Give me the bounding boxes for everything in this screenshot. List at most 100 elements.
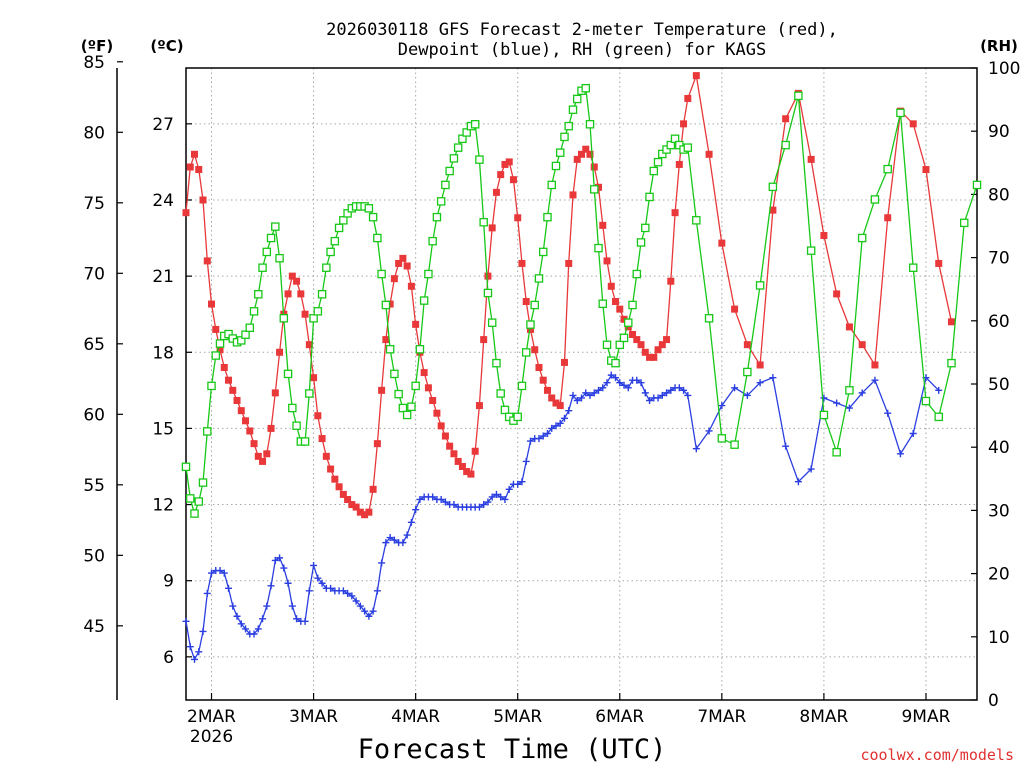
rh-point xyxy=(781,140,790,150)
dewpoint-point xyxy=(514,480,522,488)
temperature-point xyxy=(858,341,866,349)
dewpoint-point xyxy=(522,457,530,465)
temperature-point xyxy=(671,209,679,217)
temperature-point xyxy=(658,341,666,349)
rh-point xyxy=(407,402,416,412)
temperature-point xyxy=(254,452,262,460)
rh-point xyxy=(806,246,816,255)
temperature-point xyxy=(680,120,688,128)
temperature-point xyxy=(935,259,943,267)
temperature-point xyxy=(820,232,828,240)
rh-tick-label: 70 xyxy=(988,249,1010,269)
temperature-point xyxy=(756,361,764,369)
temperature-point xyxy=(356,508,364,516)
dewpoint-point xyxy=(543,429,551,437)
rh-point xyxy=(224,329,233,339)
rh-point xyxy=(662,145,671,154)
temperature-point xyxy=(531,346,539,354)
dewpoint-point xyxy=(731,384,739,392)
temperature-point xyxy=(233,396,241,404)
rh-point xyxy=(368,212,378,222)
rh-point xyxy=(262,247,272,257)
dewpoint-point xyxy=(271,556,279,564)
rh-point xyxy=(883,164,892,174)
dewpoint-point xyxy=(501,495,509,503)
dewpoint-point xyxy=(616,379,624,387)
fahrenheit-tick-label: 60 xyxy=(83,405,105,425)
dewpoint-point xyxy=(607,371,615,379)
dewpoint-point xyxy=(284,579,292,587)
rh-tick-label: 0 xyxy=(988,691,999,711)
temperature-point xyxy=(650,353,658,361)
celsius-tick-label: 21 xyxy=(152,267,174,287)
dewpoint-point xyxy=(229,602,237,610)
rh-point xyxy=(543,212,552,222)
rh-point xyxy=(424,269,433,279)
dewpoint-point xyxy=(450,501,458,509)
temperature-point xyxy=(322,452,330,460)
rh-point xyxy=(275,253,284,263)
rh-point xyxy=(271,222,280,231)
rh-point xyxy=(449,154,459,163)
temperature-point xyxy=(267,424,275,432)
temperature-point xyxy=(475,402,483,410)
rh-point xyxy=(322,263,331,272)
celsius-tick-label: 6 xyxy=(163,648,174,668)
rh-point xyxy=(279,314,289,323)
series-temperature xyxy=(182,72,955,519)
dewpoint-point xyxy=(361,607,369,615)
temperature-point xyxy=(552,399,560,407)
temperature-point xyxy=(382,336,390,344)
dewpoint-point xyxy=(684,391,692,399)
chart-subtitle: Dewpoint (blue), RH (green) for KAGS xyxy=(398,40,766,60)
dewpoint-point xyxy=(195,648,203,656)
rh-point xyxy=(330,236,340,246)
temperature-point xyxy=(403,262,411,270)
dewpoint-point xyxy=(590,389,598,397)
rh-point xyxy=(857,233,867,243)
dewpoint-point xyxy=(794,478,802,486)
temperature-point xyxy=(216,346,224,354)
x-tick-label: 4MAR xyxy=(391,707,440,727)
temperature-point xyxy=(373,440,381,448)
rh-point xyxy=(585,119,595,129)
rh-point xyxy=(207,381,216,391)
rh-point xyxy=(475,155,484,164)
temperature-point xyxy=(450,450,458,458)
dewpoint-point xyxy=(620,381,628,389)
series-dewpoint xyxy=(182,371,943,663)
dewpoint-point xyxy=(182,617,190,625)
dewpoint-point xyxy=(595,386,603,394)
dewpoint-point xyxy=(667,386,675,394)
rh-point xyxy=(283,369,293,379)
rh-point xyxy=(568,105,578,114)
dewpoint-point xyxy=(692,445,700,453)
temperature-point xyxy=(314,412,322,420)
rh-point xyxy=(972,180,982,190)
rh-point xyxy=(628,300,637,310)
plot-frame xyxy=(185,67,978,701)
rh-point xyxy=(317,290,327,299)
temperature-point xyxy=(535,364,543,372)
temperature-point xyxy=(667,277,675,285)
dewpoint-point xyxy=(680,386,688,394)
temperature-point xyxy=(259,457,267,465)
temperature-point xyxy=(229,386,237,394)
rh-point xyxy=(190,509,199,518)
temperature-point xyxy=(199,196,207,204)
temperature-point xyxy=(556,402,564,410)
rh-point xyxy=(615,340,625,350)
x-tick-label: 6MAR xyxy=(595,707,644,727)
celsius-tick-label: 18 xyxy=(152,343,174,363)
rh-point xyxy=(254,290,263,299)
temperature-point xyxy=(288,272,296,280)
temperature-point xyxy=(471,447,479,455)
dewpoint-point xyxy=(718,402,726,410)
temperature-point xyxy=(599,221,607,229)
dewpoint-point xyxy=(301,617,309,625)
rh-point xyxy=(730,440,739,449)
temperature-point xyxy=(565,259,573,267)
temperature-point xyxy=(641,348,649,356)
temperature-point xyxy=(420,369,428,377)
rh-point xyxy=(564,121,573,131)
